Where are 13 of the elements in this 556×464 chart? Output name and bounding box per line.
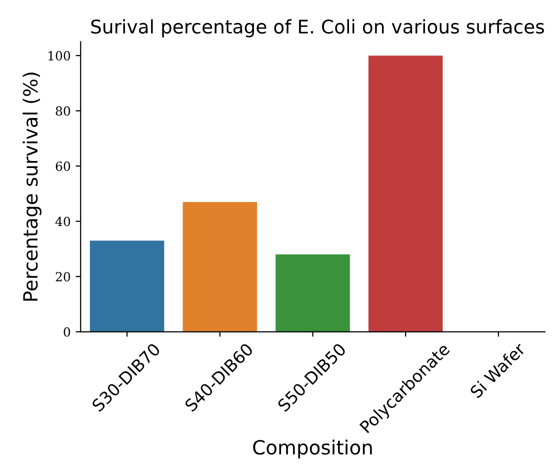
y-tick-label: 0 — [64, 327, 70, 337]
x-axis-title: Composition — [253, 440, 372, 458]
bar — [368, 56, 443, 332]
bar — [182, 202, 258, 332]
bar — [90, 240, 164, 332]
y-tick-label: 40 — [55, 216, 70, 226]
bar — [276, 254, 350, 332]
y-tick-label: 80 — [56, 106, 70, 116]
y-tick-label: 20 — [56, 272, 70, 282]
y-axis-title: Percentage survival (%) — [22, 72, 42, 301]
y-tick-label: 100 — [48, 51, 70, 60]
chart-title: Surival percentage of E. Coli on various surfaces — [91, 19, 544, 38]
y-tick-label: 60 — [56, 162, 70, 171]
